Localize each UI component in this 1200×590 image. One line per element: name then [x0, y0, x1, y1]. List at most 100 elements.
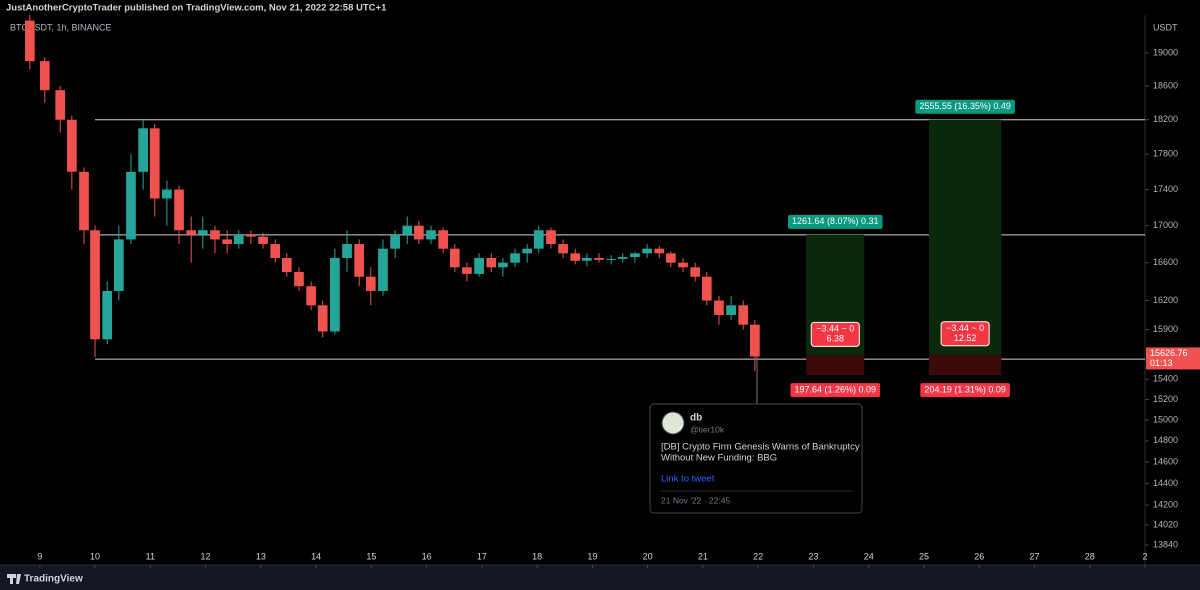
x-tick-label: 15 [366, 551, 376, 561]
y-tick-label: 15400 [1153, 374, 1178, 384]
candle-body [246, 234, 256, 237]
candle-body [174, 189, 184, 231]
x-tick-label: 19 [587, 551, 597, 561]
candle-body [546, 230, 556, 245]
candle-body [726, 305, 736, 315]
candle-body [330, 257, 340, 332]
x-tick-label: 17 [477, 551, 487, 561]
candle-body [738, 305, 749, 325]
y-tick-label: 15200 [1153, 394, 1178, 404]
target-label: 2555.55 (16.35%) 0.49 [919, 101, 1011, 111]
candle-body [654, 248, 665, 254]
tweet-text: Without New Funding: BBG [661, 453, 777, 464]
candle-body [210, 230, 220, 240]
candle-body [426, 230, 436, 240]
x-tick-label: 12 [201, 551, 211, 561]
y-unit: USDT [1153, 22, 1178, 32]
x-tick-label: 2 [1142, 551, 1147, 561]
candle-body [126, 171, 136, 240]
stop-label-bg [790, 383, 881, 398]
y-tick-label: 18600 [1153, 80, 1178, 90]
x-tick-label: 11 [146, 551, 155, 561]
candle-body [233, 234, 244, 245]
y-tick-label: 15000 [1153, 414, 1178, 424]
y-tick-label: 15900 [1153, 324, 1178, 334]
stop-label: 204.19 (1.31%) 0.09 [924, 385, 1006, 395]
candle-body [66, 119, 77, 172]
candle-body [55, 90, 66, 120]
stop-label-bg [920, 383, 1010, 398]
candle-body [750, 324, 760, 357]
ratio-label: 12.52 [954, 333, 977, 343]
candle-body [498, 262, 508, 268]
header: JustAnotherCryptoTrader published on Tra… [6, 3, 387, 14]
candle-body [390, 234, 400, 249]
x-tick-label: 10 [90, 551, 100, 561]
pnl-bg [810, 321, 860, 347]
candle-body [79, 171, 89, 231]
y-tick-label: 17000 [1153, 220, 1178, 230]
x-tick-label: 21 [698, 551, 708, 561]
candle-body [270, 244, 281, 258]
candle-body [258, 236, 268, 245]
y-tick-label: 16200 [1153, 295, 1178, 305]
pnl-bg [940, 321, 990, 347]
pnl-label: −3.44 ~ 0 [816, 324, 854, 334]
stop-zone [928, 354, 1002, 376]
candle-body [617, 257, 628, 259]
x-tick-label: 16 [422, 551, 432, 561]
tweet-handle: @tier10k [690, 424, 725, 434]
y-tick-label: 17400 [1153, 184, 1178, 194]
ratio-label: 6.38 [826, 334, 844, 344]
tweet-avatar [661, 411, 685, 435]
candle-body [606, 258, 617, 260]
candle-body [113, 239, 124, 291]
tweet-text: [DB] Crypto Firm Genesis Warns of Bankru… [661, 442, 860, 453]
last-price: 15626.76 [1150, 348, 1188, 358]
candle-body [642, 248, 652, 254]
candle-body [690, 267, 701, 277]
x-tick-label: 26 [974, 551, 984, 561]
candle-body [197, 230, 208, 235]
last-price-bg [1146, 347, 1200, 370]
y-tick-label: 14020 [1153, 519, 1178, 529]
footer-brand: TradingView [24, 574, 83, 585]
candle-body [402, 225, 413, 235]
candle-body [281, 257, 292, 273]
target-label: 1261.64 (8.07%) 0.31 [792, 216, 879, 226]
candle-body [317, 305, 328, 332]
tweet-date: 21 Nov '22 · 22:45 [661, 495, 730, 505]
y-tick-label: 19000 [1153, 47, 1178, 57]
candle-body [678, 262, 688, 268]
y-tick-label: 14600 [1153, 456, 1178, 466]
candle-body [582, 257, 592, 261]
candle-body [533, 230, 544, 249]
candle-body [522, 248, 533, 254]
candle-body [666, 253, 676, 263]
x-tick-label: 20 [643, 551, 653, 561]
candle-body [342, 244, 352, 258]
symbol-title: BTCUSDT, 1h, BINANCE [10, 22, 112, 32]
y-tick-label: 13840 [1153, 539, 1178, 549]
x-tick-label: 22 [753, 551, 763, 561]
y-tick-label: 14800 [1153, 435, 1178, 445]
target-label-bg [915, 99, 1015, 114]
candle-body [186, 230, 197, 235]
x-tick-label: 18 [532, 551, 542, 561]
candle-body [24, 20, 35, 62]
tweet-link: Link to tweet [661, 474, 715, 485]
candle-body [510, 253, 520, 263]
candle-body [486, 257, 497, 268]
y-tick-label: 18200 [1153, 114, 1178, 124]
y-tick-label: 14200 [1153, 500, 1178, 510]
candle-body [306, 286, 316, 306]
candle-body [558, 244, 568, 254]
x-tick-label: 9 [37, 551, 42, 561]
footer-bar [0, 565, 1200, 590]
candle-body [714, 300, 724, 315]
x-tick-label: 25 [919, 551, 929, 561]
stop-zone [806, 355, 865, 376]
y-tick-label: 16600 [1153, 257, 1178, 267]
candle-body [138, 128, 148, 172]
